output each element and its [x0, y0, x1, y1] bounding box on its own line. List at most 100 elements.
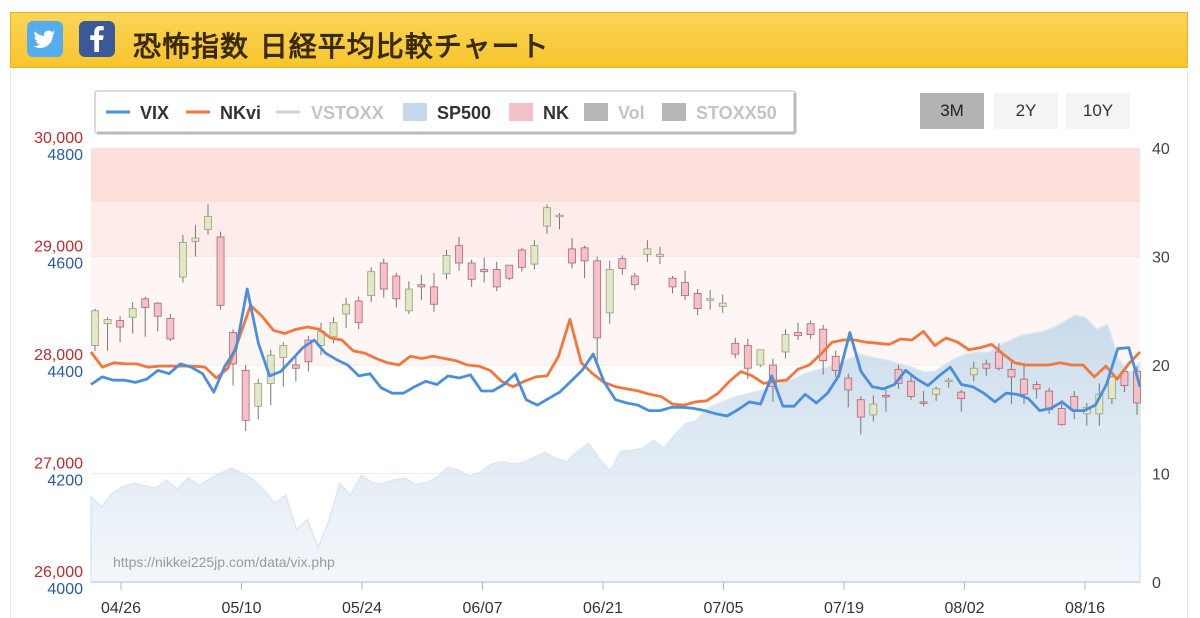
sp500-axis-label: 4400	[47, 364, 83, 381]
nk-axis-label: 27,000	[34, 456, 83, 473]
nk-candle	[178, 241, 187, 278]
nk-candle	[856, 399, 865, 418]
facebook-icon[interactable]	[79, 21, 115, 57]
watermark-url: https://nikkei225jp.com/data/vix.php	[113, 554, 335, 570]
nk-candle	[128, 308, 137, 318]
legend-label: Vol	[618, 103, 645, 123]
nk-candle	[693, 292, 702, 309]
nk-candle	[668, 277, 677, 288]
nk-candle	[794, 332, 802, 337]
nk-candle	[467, 262, 476, 280]
nk-candle	[329, 322, 338, 338]
legend-item-sp500[interactable]: SP500	[403, 103, 491, 123]
nk-axis-label: 26,000	[34, 564, 83, 581]
legend-item-vstoxx[interactable]: VSTOXX	[276, 103, 384, 123]
x-tick-label: 08/02	[944, 600, 984, 617]
nk-candle	[417, 284, 426, 288]
range-button-10y[interactable]: 10Y	[1066, 93, 1130, 129]
x-tick-label: 08/16	[1065, 600, 1105, 617]
x-tick-label: 05/24	[342, 600, 382, 617]
nk-candle	[442, 255, 451, 275]
legend-swatch	[509, 103, 533, 121]
legend-item-nk[interactable]: NK	[509, 103, 569, 123]
legend-item-stoxx50[interactable]: STOXX50	[662, 103, 777, 123]
nk-candle	[91, 310, 99, 346]
nk-candle	[241, 370, 250, 421]
legend-label: VSTOXX	[311, 103, 384, 123]
volatility-axis-label: 20	[1152, 358, 1170, 375]
nk-candle	[404, 288, 413, 312]
nk-candle	[819, 328, 828, 362]
nk-candle	[907, 380, 915, 397]
range-button-3m[interactable]: 3M	[920, 93, 984, 129]
nk-candle	[568, 248, 576, 264]
nk-candle	[656, 253, 664, 257]
x-tick-label: 07/19	[824, 600, 864, 617]
volatility-axis-label: 0	[1152, 575, 1161, 592]
nk-candle	[530, 245, 539, 265]
volatility-axis-label: 10	[1152, 467, 1170, 484]
nk-axis-label: 30,000	[34, 130, 83, 147]
nk-candle	[593, 260, 602, 339]
nk-candle	[957, 391, 966, 400]
legend-label: STOXX50	[696, 103, 777, 123]
nk-candle	[731, 342, 740, 355]
x-tick-label: 06/21	[583, 600, 623, 617]
x-tick-label: 04/26	[101, 600, 141, 617]
nk-candle	[216, 236, 225, 306]
nk-candle	[517, 249, 526, 268]
nk-candle	[505, 264, 514, 279]
sp500-axis-label: 4600	[47, 256, 83, 273]
range-button-2y[interactable]: 2Y	[994, 93, 1058, 129]
nk-candle	[166, 317, 175, 340]
legend-label: NKvi	[220, 103, 261, 123]
nk-candle	[342, 303, 350, 315]
title-bar: 恐怖指数 日経平均比較チャート	[10, 12, 1188, 68]
legend-item-vix[interactable]: VIX	[106, 103, 169, 123]
nk-candle	[969, 367, 978, 376]
nk-candle	[944, 379, 953, 383]
nk-candle	[1107, 376, 1116, 400]
nk-candle	[254, 383, 263, 407]
legend-swatch	[403, 103, 427, 121]
nk-candle	[643, 248, 652, 255]
nk-candle	[806, 323, 815, 336]
legend-label: NK	[543, 103, 569, 123]
nk-candle	[882, 394, 890, 398]
chart-legend: VIX NKvi VSTOXX SP500 NK Vol STOXX50	[94, 90, 797, 135]
nk-candle	[204, 215, 212, 230]
nk-candle	[630, 275, 639, 286]
legend-swatch	[584, 103, 608, 121]
nk-candle	[1032, 384, 1041, 390]
nk-candle	[291, 364, 300, 369]
nk-candle	[605, 269, 614, 314]
legend-item-vol[interactable]: Vol	[584, 103, 645, 123]
sp500-area	[90, 314, 1141, 583]
nk-candle	[831, 355, 840, 371]
nk-candle	[932, 388, 941, 395]
nk-candle	[141, 298, 150, 308]
nk-candle	[279, 345, 288, 358]
nk-candle	[430, 286, 438, 305]
nk-candle	[1007, 368, 1016, 378]
vix-line	[90, 287, 1142, 418]
legend-item-nkvi[interactable]: NKvi	[186, 103, 261, 123]
nk-candle	[367, 271, 376, 296]
nk-candle	[1057, 407, 1066, 426]
risk-band-0	[91, 148, 1140, 203]
twitter-icon[interactable]	[27, 21, 63, 57]
nk-candle	[618, 258, 627, 269]
twitter-bird-icon	[33, 30, 55, 48]
nk-candle	[103, 319, 112, 325]
nk-candle	[706, 298, 715, 301]
chart-frame	[10, 70, 1188, 618]
nk-candle	[379, 262, 388, 290]
x-tick-label: 05/10	[221, 600, 261, 617]
nk-candle	[543, 207, 551, 227]
legend-swatch	[662, 103, 686, 121]
nk-candle	[153, 302, 162, 317]
risk-band-1	[91, 202, 1140, 257]
nk-candle	[681, 282, 689, 296]
facebook-f-icon	[90, 26, 104, 52]
